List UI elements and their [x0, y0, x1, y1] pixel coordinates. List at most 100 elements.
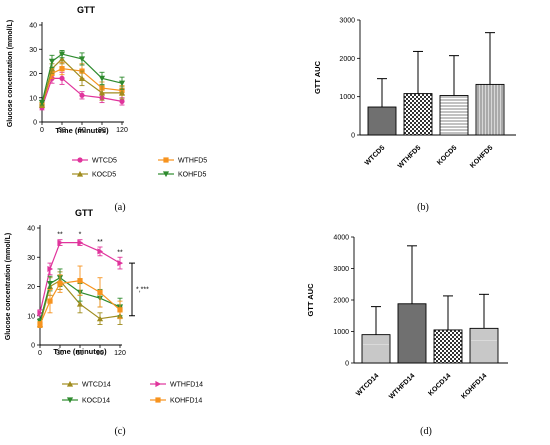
legend-swatch-marker [66, 380, 74, 387]
legend-swatch-marker [66, 397, 74, 404]
data-point-WTHFD14 [97, 248, 104, 255]
legend-swatch-marker [77, 157, 83, 163]
y-axis-label: GTT AUC [313, 60, 322, 94]
y-tick-label: 3000 [333, 266, 349, 273]
x-tick-label: WTHFD14 [388, 372, 416, 400]
data-point-KOHFD14 [77, 278, 83, 284]
x-tick-label: KOCD5 [436, 144, 458, 166]
series-line-KOHFD14 [39, 280, 121, 325]
panel-c-line-chart: GTT 0 10 20 30 40 0 30 60 90 120 Time (minutes) Gluc… [5, 208, 203, 437]
y-axis-label: Glucose concentration (mmol/L) [7, 20, 14, 127]
y-tick-label: 1000 [333, 329, 349, 336]
data-point-KOHFD14 [47, 298, 53, 304]
bar-KOHFD14 [469, 327, 499, 364]
y-tick-label: 0 [345, 361, 349, 368]
significance-marker: ** [117, 249, 123, 256]
bar-WTHFD14 [397, 303, 427, 364]
y-tick-label: 4000 [333, 235, 349, 242]
data-point-KOHFD5 [48, 58, 56, 65]
data-point-KOCD5 [98, 89, 106, 96]
legend-label: WTHFD14 [170, 382, 203, 389]
data-point-KOCD5 [58, 55, 66, 62]
significance-marker: * [79, 232, 82, 239]
bar-KOHFD5 [475, 83, 505, 136]
legend-label: WTCD5 [92, 158, 117, 165]
bar-WTCD14 [361, 334, 391, 364]
legend-swatch-marker [76, 170, 84, 177]
data-point-WTCD5 [79, 92, 85, 98]
panel-letter: (a) [114, 202, 125, 213]
y-tick-label: 30 [27, 255, 35, 262]
data-point-WTCD14 [96, 315, 104, 322]
y-tick-label: 10 [29, 95, 37, 102]
legend-label: WTHFD5 [178, 158, 207, 165]
series-line-KOHFD5 [41, 53, 123, 103]
data-point-WTHFD5 [59, 66, 65, 72]
x-tick-label: KOCD14 [427, 372, 452, 397]
y-tick-label: 30 [29, 47, 37, 54]
y-axis-label: GTT AUC [306, 283, 315, 317]
bar-KOCD14 [433, 329, 463, 364]
data-point-KOHFD5 [118, 80, 126, 87]
x-tick-label: KOHFD14 [460, 372, 488, 400]
y-tick-label: 40 [29, 23, 37, 30]
x-tick-label: WTCD5 [364, 144, 387, 167]
data-point-KOHFD14 [37, 321, 43, 328]
data-point-WTCD5 [59, 75, 65, 81]
y-tick-label: 3000 [339, 18, 355, 25]
legend-label: KOHFD14 [170, 398, 202, 405]
y-axis-label: Glucose concentration (mmol/L) [5, 233, 12, 340]
data-point-KOCD14 [46, 280, 54, 287]
x-tick-label: WTCD14 [355, 372, 380, 397]
data-point-KOHFD14 [97, 289, 103, 295]
x-tick-label: 120 [114, 350, 126, 357]
x-axis-label: Time (minutes) [53, 347, 107, 356]
x-tick-label: 120 [116, 127, 128, 134]
panel-letter: (d) [420, 426, 432, 437]
x-axis-label: Time (minutes) [55, 126, 109, 135]
y-tick-label: 20 [29, 71, 37, 78]
panel-b-bar-chart: 0 1000 2000 3000 GTT AUC WTCD5 WTHFD5 KOCD5 KOHF… [313, 18, 516, 213]
data-point-KOHFD5 [98, 75, 106, 82]
series-line-KOCD5 [41, 58, 122, 106]
legend-label: KOCD14 [82, 398, 110, 405]
data-point-KOHFD5 [58, 51, 66, 58]
y-tick-label: 0 [33, 120, 37, 127]
x-tick-label: KOHFD5 [469, 144, 494, 169]
y-tick-label: 10 [27, 313, 35, 320]
data-point-KOHFD5 [38, 100, 46, 106]
panel-d-bar-chart: 0 1000 2000 3000 4000 GTT AUC WTCD14 WTHFD14 KOC… [306, 235, 508, 437]
y-tick-label: 40 [27, 226, 35, 233]
data-point-KOHFD14 [57, 280, 63, 287]
x-tick-label: 0 [38, 350, 42, 357]
legend-label: KOHFD5 [178, 172, 207, 179]
x-tick-label: 30 [58, 127, 66, 134]
bar-WTCD5 [367, 106, 397, 136]
x-tick-label: WTHFD5 [397, 144, 423, 170]
data-point-KOHFD14 [117, 307, 123, 313]
data-point-KOCD5 [118, 89, 126, 96]
significance-marker: ** [97, 239, 103, 246]
panel-a-line-chart: GTT 0 10 20 30 40 0 30 60 90 120 Time (minutes) Gluc… [7, 5, 207, 213]
legend-label: WTCD14 [82, 382, 111, 389]
y-tick-label: 1000 [339, 94, 355, 101]
chart-title: GTT [75, 208, 93, 218]
legend-swatch-marker [155, 380, 162, 388]
x-tick-label: 0 [40, 127, 44, 134]
series-line-KOCD14 [39, 277, 121, 322]
x-tick-label: 60 [78, 127, 86, 134]
data-point-WTCD5 [119, 98, 125, 104]
panel-letter: (b) [417, 202, 429, 213]
x-tick-label: 90 [98, 127, 106, 134]
legend-swatch-marker [162, 171, 170, 178]
x-tick-label: 60 [76, 350, 84, 357]
y-tick-label: 0 [31, 343, 35, 350]
data-point-WTHFD14 [57, 239, 64, 246]
legend-swatch-marker [155, 397, 161, 403]
data-point-KOCD5 [78, 75, 86, 81]
x-tick-label: 30 [56, 350, 64, 357]
legend-swatch-marker [163, 157, 169, 163]
y-tick-label: 0 [351, 133, 355, 140]
data-point-WTHFD14 [37, 309, 44, 316]
